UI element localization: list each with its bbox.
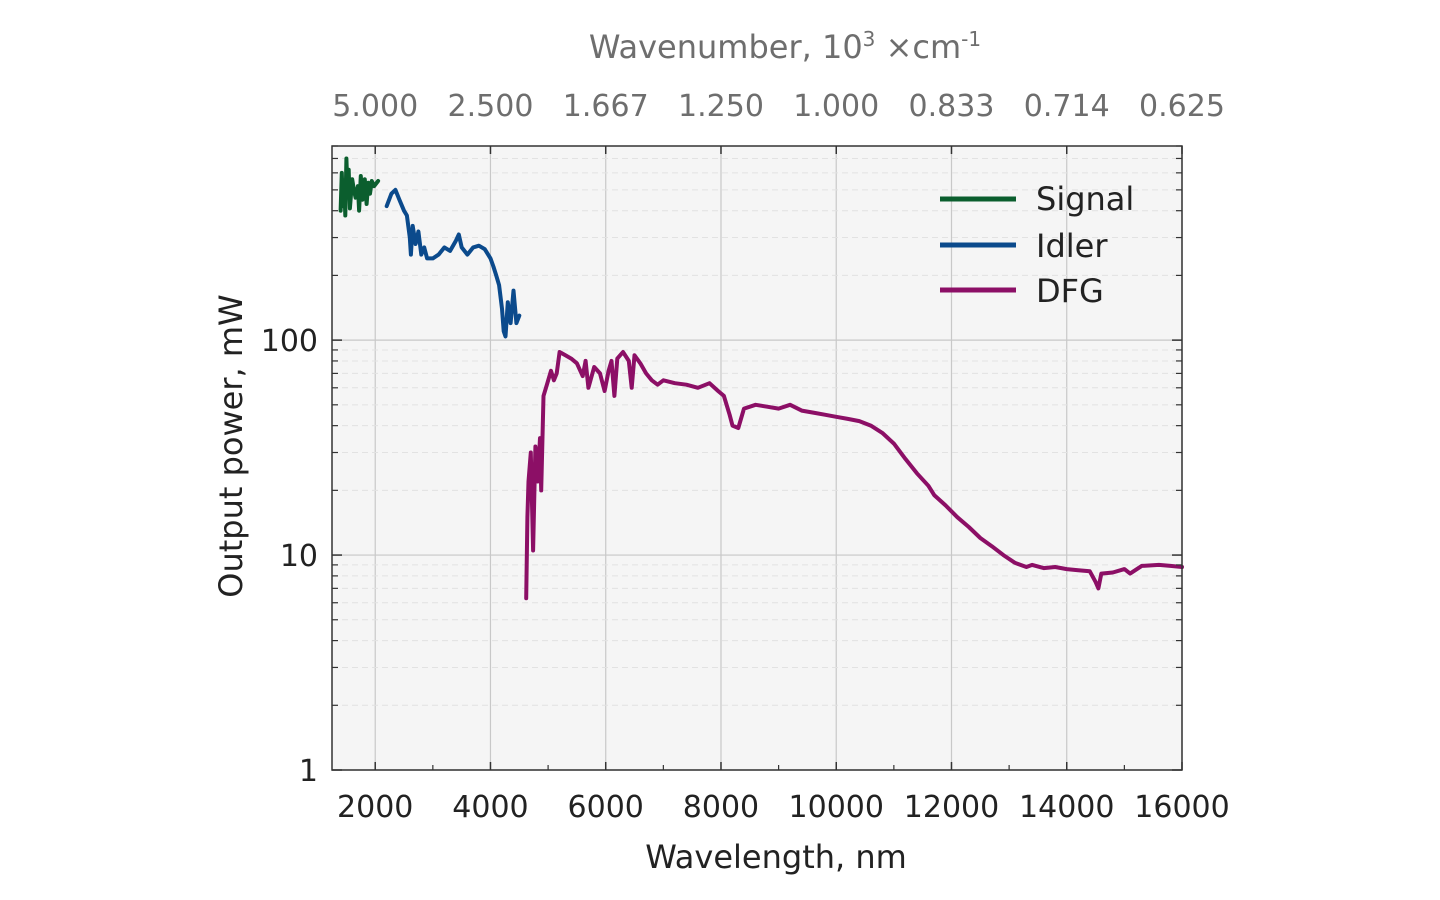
plot-frame bbox=[331, 145, 1183, 771]
x-tick-label: 6000 bbox=[568, 790, 644, 825]
series-layer bbox=[338, 156, 1184, 601]
top-axis-title-main: Wavenumber, 10 bbox=[589, 28, 863, 66]
top-tick-label: 5.000 bbox=[332, 89, 418, 124]
x-tick-label: 10000 bbox=[789, 790, 884, 825]
legend-label-signal: Signal bbox=[1036, 180, 1134, 218]
ticks: 2000 4000 6000 8000 10000 12000 14000 16000 5.00… bbox=[261, 89, 1230, 825]
top-tick-label: 1.000 bbox=[793, 89, 879, 124]
x-tick-label: 2000 bbox=[337, 790, 413, 825]
x-tick-label: 8000 bbox=[683, 790, 759, 825]
x-tick-label: 4000 bbox=[452, 790, 528, 825]
top-tick-label: 0.714 bbox=[1024, 89, 1110, 124]
top-axis-title-exp: 3 bbox=[863, 27, 876, 51]
x-tick-label: 16000 bbox=[1134, 790, 1229, 825]
top-tick-label: 2.500 bbox=[448, 89, 534, 124]
legend: Signal Idler DFG bbox=[940, 180, 1134, 310]
x-tick-label: 12000 bbox=[904, 790, 999, 825]
top-axis-title-unit-exp: -1 bbox=[961, 27, 981, 51]
series-line-idler bbox=[384, 187, 522, 339]
y-axis-title: Output power, mW bbox=[212, 294, 250, 597]
top-tick-label: 1.250 bbox=[678, 89, 764, 124]
top-axis-title-unit: ×cm bbox=[875, 28, 961, 66]
top-tick-label: 1.667 bbox=[563, 89, 649, 124]
legend-label-idler: Idler bbox=[1036, 227, 1108, 265]
y-tick-label: 10 bbox=[280, 539, 318, 574]
top-tick-label: 0.625 bbox=[1139, 89, 1225, 124]
series-line-signal bbox=[338, 156, 381, 218]
top-axis-title: Wavenumber, 103 ×cm-1 bbox=[589, 27, 981, 66]
x-axis-title: Wavelength, nm bbox=[645, 838, 907, 876]
series-line-dfg bbox=[524, 350, 1184, 601]
y-tick-label: 100 bbox=[261, 324, 318, 359]
top-tick-label: 0.833 bbox=[909, 89, 995, 124]
x-tick-label: 14000 bbox=[1019, 790, 1114, 825]
y-tick-label: 1 bbox=[299, 754, 318, 789]
legend-label-dfg: DFG bbox=[1036, 272, 1104, 310]
